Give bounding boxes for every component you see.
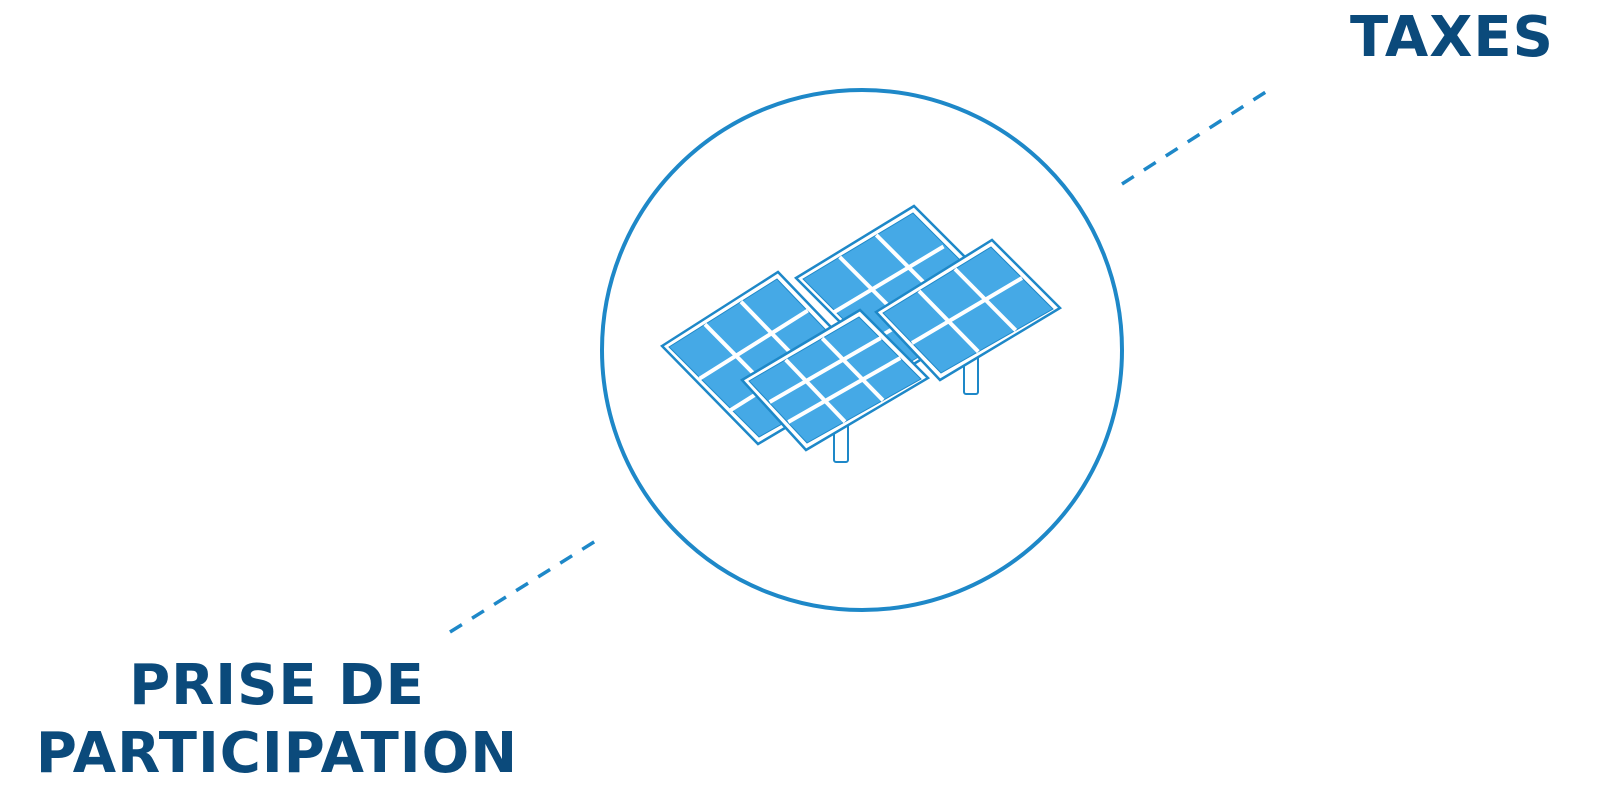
connector-taxes xyxy=(1121,86,1273,186)
label-prise-line2: PARTICIPATION xyxy=(35,721,519,786)
label-prise-line1: PRISE DE xyxy=(129,653,425,718)
solar-panels-icon xyxy=(660,204,1063,463)
connector-prise xyxy=(449,535,603,634)
solar-panel-front xyxy=(740,308,931,452)
solar-panel-right xyxy=(874,238,1063,382)
label-taxes: TAXES xyxy=(1350,5,1554,70)
label-prise-de-participation: PRISE DE PARTICIPATION xyxy=(12,652,542,788)
